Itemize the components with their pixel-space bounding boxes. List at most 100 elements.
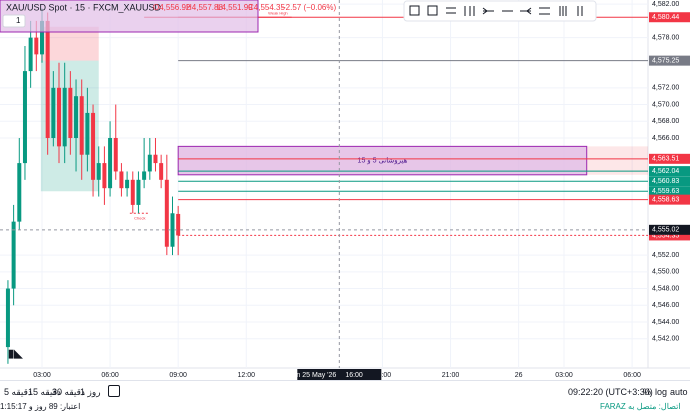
x-tick-label: 12:00 bbox=[237, 372, 255, 379]
layout-count: 1 bbox=[16, 16, 21, 25]
x-tick-label: 26 bbox=[515, 372, 523, 379]
connection: اتصال: متصل به FARAZ bbox=[600, 402, 681, 411]
y-tick-label: 4,578.00 bbox=[652, 34, 679, 41]
bottom-bar: 1 روز 30 دقیقه 15 دقیقه 5 دقیقه 09:22:20… bbox=[0, 380, 690, 412]
symbol: XAU/USD Spot · 15 · FXCM_XAUUSD bbox=[6, 2, 162, 12]
crosshair-date: Mon 25 May '26 bbox=[287, 372, 337, 379]
price-label: 4,580.44 bbox=[652, 14, 679, 21]
plot: هیروشانی 5 و 15 Weak High Check bbox=[0, 0, 648, 368]
candle-body bbox=[119, 171, 124, 189]
x-tick-label: 09:00 bbox=[169, 372, 187, 379]
price-label: 4,558.63 bbox=[652, 196, 679, 203]
y-tick-label: 4,546.00 bbox=[652, 302, 679, 309]
price-label-bg bbox=[649, 194, 690, 205]
candle-body bbox=[91, 112, 96, 180]
svg-text:▮◣: ▮◣ bbox=[8, 348, 23, 360]
candle-body bbox=[159, 163, 164, 180]
ohlc-close: C4,554.35 bbox=[248, 3, 285, 12]
price-label-bg bbox=[649, 230, 690, 241]
candle-body bbox=[113, 138, 118, 172]
x-tick-label: 03:00 bbox=[555, 372, 573, 379]
candle-body bbox=[164, 179, 169, 247]
y-tick-label: 4,542.00 bbox=[652, 336, 679, 343]
y-tick-label: 4,544.00 bbox=[652, 319, 679, 326]
candle-body bbox=[170, 213, 175, 247]
candle-body bbox=[136, 179, 141, 205]
clock: 09:22:20 (UTC+3:30) bbox=[568, 387, 653, 397]
candle-body bbox=[51, 87, 56, 138]
crosshair-y-bg bbox=[649, 224, 690, 235]
interval-button[interactable]: 1 روز bbox=[80, 387, 101, 397]
layout-button[interactable] bbox=[2, 14, 26, 28]
candle-body bbox=[102, 163, 107, 189]
log-toggle[interactable]: log bbox=[655, 387, 668, 397]
candle-body bbox=[68, 87, 73, 138]
candle-body bbox=[176, 213, 181, 236]
crosshair-time: 16:00 bbox=[345, 372, 363, 379]
price-label-bg bbox=[649, 55, 690, 66]
x-tick-label: 21:00 bbox=[442, 372, 460, 379]
y-tick-label: 4,568.00 bbox=[652, 118, 679, 125]
auto-toggle[interactable]: auto bbox=[670, 387, 688, 397]
candle-body bbox=[108, 138, 113, 189]
candle-body bbox=[74, 96, 79, 138]
percent-toggle[interactable]: % bbox=[643, 387, 652, 397]
candle-body bbox=[85, 112, 90, 155]
weak-high-label: Weak High bbox=[268, 10, 288, 15]
interval-button[interactable]: 5 دقیقه bbox=[4, 387, 32, 397]
crosshair-x-bg bbox=[297, 369, 382, 380]
price-label-bg bbox=[649, 176, 690, 187]
y-tick-label: 4,566.00 bbox=[652, 135, 679, 142]
candle-body bbox=[5, 288, 10, 348]
x-tick-label: 06:00 bbox=[623, 372, 641, 379]
candle-body bbox=[96, 163, 101, 180]
candle-body bbox=[28, 37, 33, 72]
candle-body bbox=[147, 154, 152, 172]
interval-button[interactable]: 30 دقیقه bbox=[52, 387, 85, 397]
candle-body bbox=[130, 179, 135, 205]
check-label: Check bbox=[134, 215, 145, 220]
price-label-bg bbox=[649, 166, 690, 177]
tv-logo: ▮◣ bbox=[8, 348, 23, 360]
candle-body bbox=[153, 154, 158, 164]
price-label: 4,562.04 bbox=[652, 168, 679, 175]
candle-body bbox=[62, 87, 67, 147]
header-box bbox=[0, 0, 259, 33]
price-label: 4,575.25 bbox=[652, 57, 679, 64]
price-label: 4,563.51 bbox=[652, 156, 679, 163]
y-tick-label: 4,570.00 bbox=[652, 101, 679, 108]
price-label: 4,560.83 bbox=[652, 178, 679, 185]
price-label-bg bbox=[649, 153, 690, 164]
candle-body bbox=[125, 179, 130, 189]
y-tick-label: 4,572.00 bbox=[652, 85, 679, 92]
candle-body bbox=[79, 96, 84, 155]
crosshair-y-label: 4,555.02 bbox=[652, 227, 679, 234]
y-tick-label: 4,550.00 bbox=[652, 269, 679, 276]
drawing-toolbar bbox=[403, 0, 597, 22]
candle-body bbox=[57, 87, 62, 147]
y-tick-label: 4,582.00 bbox=[652, 1, 679, 8]
y-tick-label: 4,548.00 bbox=[652, 285, 679, 292]
candle-body bbox=[45, 20, 50, 139]
candle-body bbox=[22, 71, 27, 164]
chart: هیروشانی 5 و 15 Weak High Check XAU/USD Sp… bbox=[0, 0, 690, 380]
background bbox=[0, 0, 690, 380]
date-range-button[interactable] bbox=[108, 385, 120, 397]
price-label-bg bbox=[649, 12, 690, 23]
price-label: 4,554.35 bbox=[652, 232, 679, 239]
zone bbox=[177, 145, 588, 176]
ohlc-low: L4,551.99 bbox=[217, 3, 253, 12]
x-tick-label: 18:00 bbox=[374, 372, 392, 379]
candle-body bbox=[17, 163, 22, 222]
credit: اعتبار: 89 روز و 1:15:17 bbox=[0, 402, 81, 411]
price-label-bg bbox=[649, 186, 690, 197]
ohlc-open: O4,556.92 bbox=[153, 3, 191, 12]
x-tick-label: 03:00 bbox=[33, 372, 51, 379]
interval-button[interactable]: 15 دقیقه bbox=[28, 387, 61, 397]
x-tick-label: 06:00 bbox=[101, 372, 119, 379]
ohlc-high: H4,557.88 bbox=[186, 3, 223, 12]
ohlc-change: −2.57 (−0.06%) bbox=[281, 3, 336, 12]
candle-body bbox=[142, 171, 147, 180]
y-tick-label: 4,552.00 bbox=[652, 252, 679, 259]
